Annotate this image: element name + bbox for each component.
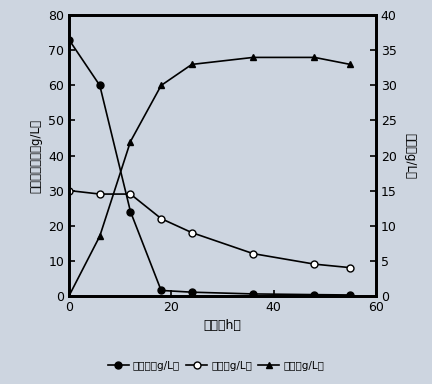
- 木糖（g/L）: [159, 216, 164, 221]
- 木糖（g/L）: [97, 192, 102, 196]
- 木糖（g/L）: [67, 188, 72, 193]
- 葡萄糖（g/L）: [312, 292, 317, 297]
- 木糖（g/L）: [128, 192, 133, 196]
- 葡萄糖（g/L）: [128, 209, 133, 214]
- Line: 葡萄糖（g/L）: 葡萄糖（g/L）: [66, 36, 354, 298]
- 乙醇（g/L）: [312, 55, 317, 60]
- 乙醇（g/L）: [128, 139, 133, 144]
- 乙醇（g/L）: [97, 234, 102, 238]
- 乙醇（g/L）: [189, 62, 194, 67]
- 葡萄糖（g/L）: [97, 83, 102, 88]
- 葡萄糖（g/L）: [67, 38, 72, 42]
- Y-axis label: 乙醇（g/L）: 乙醇（g/L）: [403, 132, 416, 179]
- Line: 木糖（g/L）: 木糖（g/L）: [66, 187, 354, 271]
- 木糖（g/L）: [189, 230, 194, 235]
- 葡萄糖（g/L）: [159, 288, 164, 293]
- 乙醇（g/L）: [159, 83, 164, 88]
- 木糖（g/L）: [312, 262, 317, 266]
- Line: 乙醇（g/L）: 乙醇（g/L）: [66, 54, 354, 299]
- 乙醇（g/L）: [348, 62, 353, 67]
- 葡萄糖（g/L）: [251, 291, 256, 296]
- 木糖（g/L）: [348, 265, 353, 270]
- 乙醇（g/L）: [251, 55, 256, 60]
- Y-axis label: 葡萄糖　木糖（g/L）: 葡萄糖 木糖（g/L）: [30, 119, 43, 192]
- 葡萄糖（g/L）: [189, 290, 194, 295]
- 木糖（g/L）: [251, 252, 256, 256]
- X-axis label: 时间（h）: 时间（h）: [203, 319, 241, 332]
- 乙醇（g/L）: [67, 293, 72, 298]
- 葡萄糖（g/L）: [348, 293, 353, 297]
- Legend: 葡萄糖（g/L）, 木糖（g/L）, 乙醇（g/L）: 葡萄糖（g/L）, 木糖（g/L）, 乙醇（g/L）: [104, 357, 328, 375]
